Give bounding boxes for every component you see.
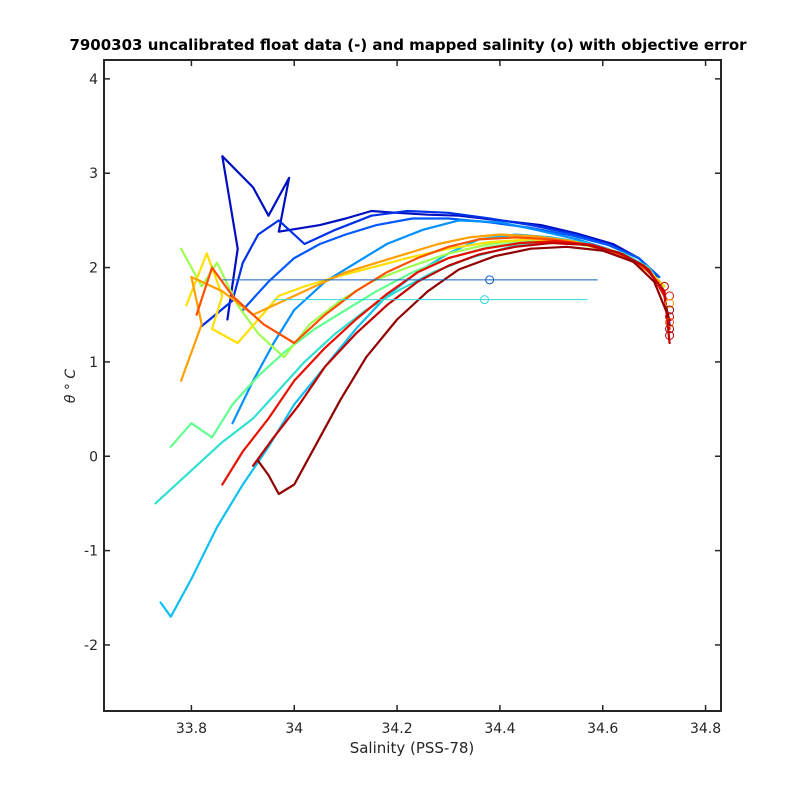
y-tick-label: 4 — [89, 72, 98, 88]
x-tick-label: 34.2 — [381, 721, 412, 737]
mapped-point-10 — [665, 330, 675, 340]
y-tick-label: 1 — [89, 355, 98, 371]
mapped-point-1 — [485, 275, 495, 285]
mapped-point-7 — [665, 312, 675, 322]
chart-title: 7900303 uncalibrated float data (-) and … — [69, 36, 747, 54]
axes-frame — [103, 59, 722, 712]
x-tick-label: 34 — [285, 721, 303, 737]
mapped-point-3 — [659, 281, 669, 291]
mapped-point-2 — [479, 295, 489, 305]
x-tick-label: 34.8 — [690, 721, 721, 737]
series-line-2 — [200, 209, 661, 328]
x-tick-label: 34.6 — [587, 721, 618, 737]
mapped-point-8 — [665, 317, 675, 327]
x-tick-label: 34.4 — [484, 721, 515, 737]
y-tick-label: 3 — [89, 166, 98, 182]
mapped-point-6 — [665, 305, 675, 315]
y-axis-label: θ ° C — [63, 369, 79, 403]
mapped-point-9 — [665, 324, 675, 334]
x-tick-label: 33.8 — [176, 721, 207, 737]
y-tick-label: -2 — [84, 638, 98, 654]
mapped-point-4 — [665, 291, 675, 301]
series-line-3 — [241, 217, 661, 312]
series-line-5 — [159, 233, 666, 618]
x-axis-label: Salinity (PSS-78) — [350, 739, 475, 757]
y-tick-label: -1 — [84, 544, 98, 560]
x-axis: 33.8 34 34.2 34.4 34.6 34.8 — [176, 60, 721, 737]
series-line-6 — [154, 240, 666, 505]
series-line-13 — [252, 241, 671, 467]
y-tick-label: 0 — [89, 449, 98, 465]
series-line-14 — [257, 245, 671, 496]
y-axis: -2 -1 0 1 2 3 4 — [84, 72, 721, 654]
plot-area — [154, 155, 675, 618]
y-tick-label: 2 — [89, 261, 98, 277]
mapped-point-5 — [665, 298, 675, 308]
